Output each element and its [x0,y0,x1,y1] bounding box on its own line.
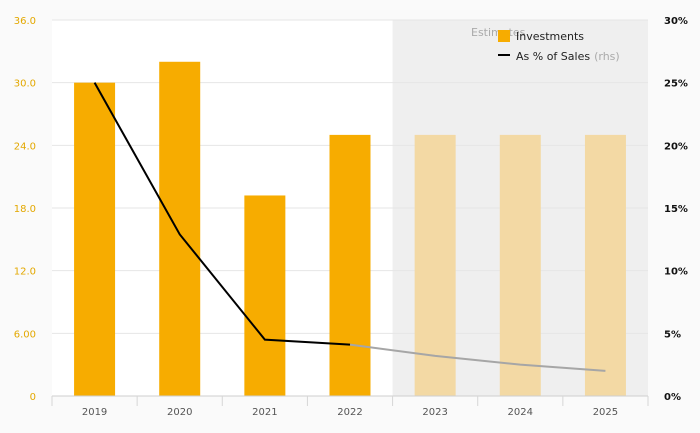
legend-investments-swatch [498,30,510,42]
y-right-tick-label: 20% [664,141,688,152]
bar-investments [244,195,286,396]
y-left-tick-label: 36.0 [14,16,36,27]
legend-sales-suffix: (rhs) [594,50,620,63]
bar-investments [329,134,371,396]
x-tick-label: 2021 [252,407,277,418]
legend-sales-label: As % of Sales (rhs) [516,50,620,63]
y-left-tick-label: 24.0 [14,141,36,152]
y-left-tick-label: 6.00 [14,329,36,340]
x-tick-label: 2020 [167,407,192,418]
y-right-tick-label: 15% [664,204,688,215]
legend-sales-name: As % of Sales [516,50,590,63]
line-sales-pct [93,82,351,346]
y-right-tick-label: 5% [664,329,681,340]
bars [74,61,626,397]
legend-investments-label: Investments [516,30,584,43]
bar-investments [159,61,201,397]
line-sales-pct-estimate [349,343,606,372]
y-left-tick-label: 0 [30,392,36,403]
line-series [93,82,606,372]
bar-investments [584,134,626,396]
x-tick-label: 2023 [422,407,447,418]
y-left-tick-label: 12.0 [14,267,36,278]
bar-investments [414,134,456,396]
y-right-tick-label: 25% [664,79,688,90]
y-left-tick-label: 18.0 [14,204,36,215]
legend: Investments As % of Sales (rhs) [498,30,620,63]
x-tick-label: 2025 [593,407,618,418]
y-right-tick-label: 30% [664,16,688,27]
bar-investments [74,82,116,397]
y-right-tick-label: 0% [664,392,681,403]
x-tick-label: 2024 [508,407,533,418]
axes: 0 0% 6.00 5% 12.0 10% 18.0 15% 24.0 20% 30.0 25% 36.… [14,16,688,418]
y-left-tick-label: 30.0 [14,79,36,90]
bar-investments [499,134,541,396]
x-tick-label: 2019 [82,407,107,418]
y-right-tick-label: 10% [664,267,688,278]
x-tick-label: 2022 [337,407,362,418]
